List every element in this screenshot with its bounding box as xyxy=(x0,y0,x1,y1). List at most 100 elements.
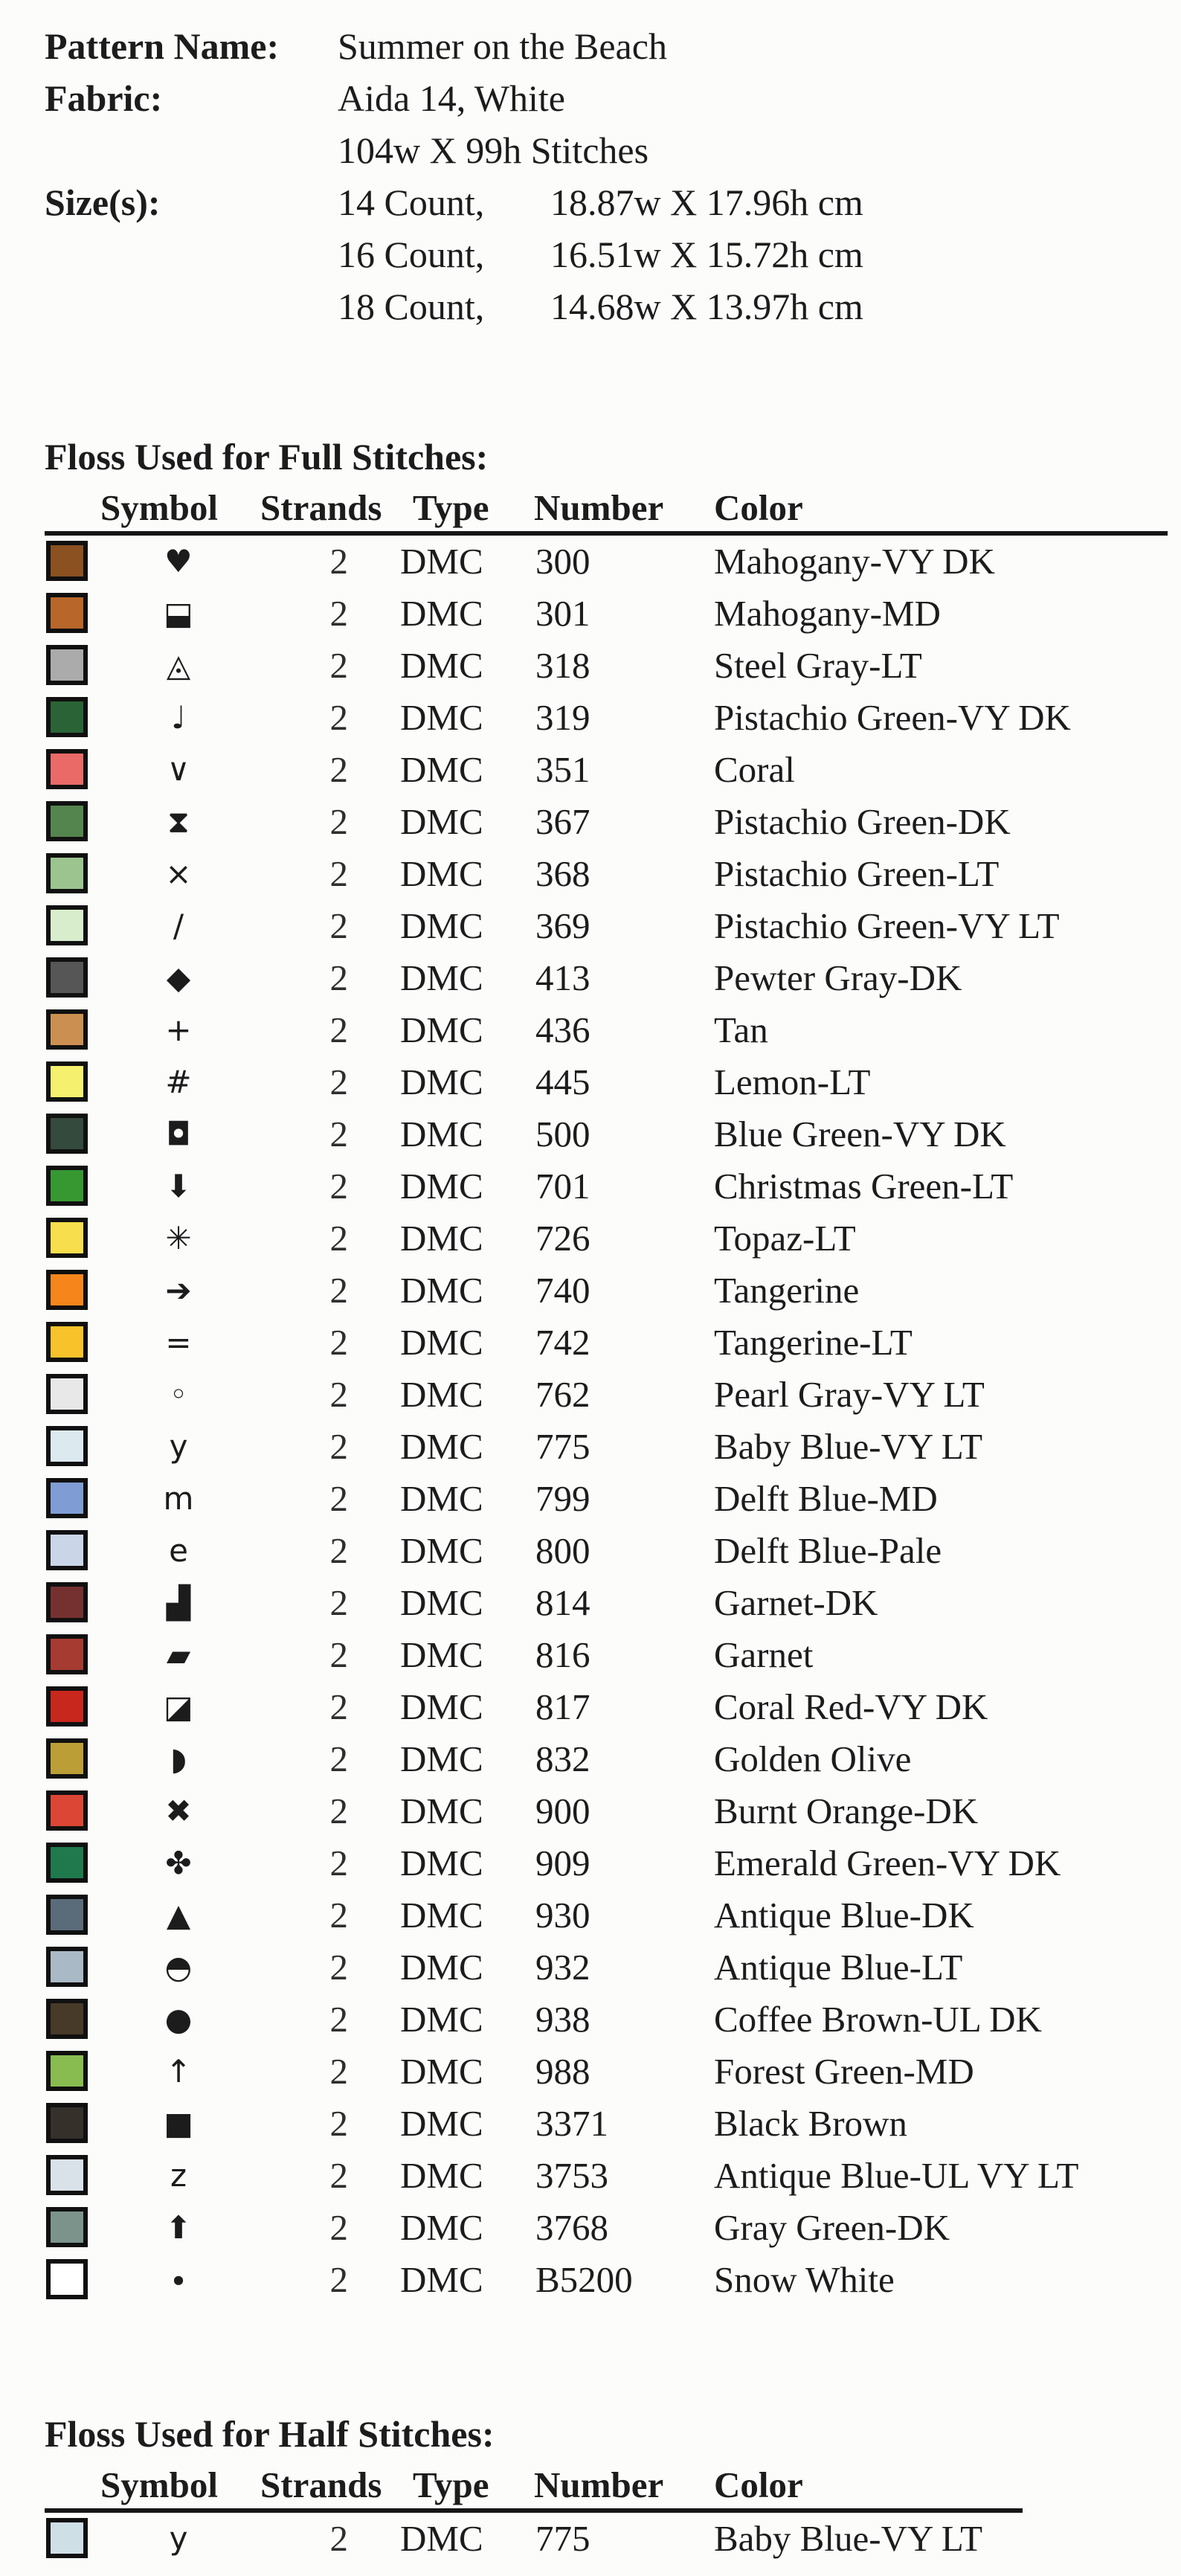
strands-value: 2 xyxy=(329,853,349,894)
size-count: 14 Count, xyxy=(338,182,485,223)
stitch-symbol: ■ xyxy=(164,2105,193,2142)
floss-table-row: ● 2 DMC 938 Coffee Brown-UL DK xyxy=(45,1994,1168,2046)
floss-number: 3371 xyxy=(535,2103,608,2144)
column-header-number: Number xyxy=(534,487,664,528)
floss-color-swatch xyxy=(46,1322,88,1362)
stitch-symbol: ◬ xyxy=(166,647,191,684)
strands-value: 2 xyxy=(329,1634,349,1675)
floss-color-swatch xyxy=(46,2103,88,2143)
column-header-number: Number xyxy=(534,2464,664,2505)
floss-color-name: Coffee Brown-UL DK xyxy=(714,1999,1042,2040)
column-header-symbol: Symbol xyxy=(100,2464,218,2505)
floss-table-row: e 2 DMC 800 Delft Blue-Pale xyxy=(45,1525,1168,1577)
floss-table-row: z 2 DMC 3753 Antique Blue-UL VY LT xyxy=(45,2150,1168,2202)
strands-value: 2 xyxy=(329,1322,349,1363)
strands-value: 2 xyxy=(329,2155,349,2196)
floss-type: DMC xyxy=(400,801,483,842)
floss-color-swatch xyxy=(46,853,88,893)
floss-type: DMC xyxy=(400,905,483,946)
floss-color-swatch xyxy=(46,1790,88,1831)
full-stitches-title: Floss Used for Full Stitches: xyxy=(45,436,489,478)
floss-color-name: Pistachio Green-VY DK xyxy=(714,697,1071,738)
strands-value: 2 xyxy=(329,1270,349,1311)
floss-type: DMC xyxy=(400,957,483,998)
floss-number: 742 xyxy=(535,1322,590,1363)
stitch-symbol: e xyxy=(169,1532,188,1569)
floss-table-row: ∙ 2 DMC B5200 Snow White xyxy=(45,2254,1168,2306)
floss-color-swatch xyxy=(46,749,88,789)
floss-number: 816 xyxy=(535,1634,590,1675)
floss-color-name: Pistachio Green-LT xyxy=(714,853,1000,894)
floss-color-swatch xyxy=(46,1634,88,1674)
floss-table-row: y 2 DMC 775 Baby Blue-VY LT xyxy=(45,1421,1168,1473)
stitch-symbol: ♩ xyxy=(171,699,186,736)
floss-color-swatch xyxy=(46,1478,88,1518)
strands-value: 2 xyxy=(329,1009,349,1050)
floss-number: 930 xyxy=(535,1895,590,1936)
floss-table-row: ◦ 2 DMC 762 Pearl Gray-VY LT xyxy=(45,1369,1168,1421)
floss-color-name: Snow White xyxy=(714,2259,895,2300)
floss-number: 938 xyxy=(535,1999,590,2040)
floss-color-swatch xyxy=(46,1843,88,1883)
floss-type: DMC xyxy=(400,1374,483,1415)
floss-table-row: ▟ 2 DMC 814 Garnet-DK xyxy=(45,1577,1168,1629)
half-stitches-title: Floss Used for Half Stitches: xyxy=(45,2413,495,2455)
floss-type: DMC xyxy=(400,2103,483,2144)
column-header-type: Type xyxy=(413,2464,489,2505)
strands-value: 2 xyxy=(329,905,349,946)
full-stitches-header: Symbol Strands Type Number Color xyxy=(45,488,1168,531)
strands-value: 2 xyxy=(329,593,349,634)
floss-color-name: Pistachio Green-VY LT xyxy=(714,905,1060,946)
floss-color-name: Coral Red-VY DK xyxy=(714,1686,988,1727)
strands-value: 2 xyxy=(329,2259,349,2300)
floss-color-name: Coral xyxy=(714,749,795,790)
floss-number: 799 xyxy=(535,1478,590,1519)
floss-table-row: ■ 2 DMC 3371 Black Brown xyxy=(45,2098,1168,2150)
floss-number: 500 xyxy=(535,1114,590,1154)
floss-color-name: Forest Green-MD xyxy=(714,2051,974,2092)
floss-type: DMC xyxy=(400,1061,483,1102)
floss-table-row: ♩ 2 DMC 319 Pistachio Green-VY DK xyxy=(45,692,1168,744)
stitch-symbol: × xyxy=(165,855,192,892)
stitch-symbol: ∨ xyxy=(167,751,190,788)
floss-type: DMC xyxy=(400,1530,483,1571)
floss-type: DMC xyxy=(400,1895,483,1936)
floss-type: DMC xyxy=(400,1999,483,2040)
floss-number: 817 xyxy=(535,1686,590,1727)
floss-number: 775 xyxy=(535,2518,590,2559)
floss-type: DMC xyxy=(400,749,483,790)
floss-color-name: Christmas Green-LT xyxy=(714,1166,1014,1207)
floss-number: 319 xyxy=(535,697,590,738)
floss-color-swatch xyxy=(46,2155,88,2195)
floss-number: 351 xyxy=(535,749,590,790)
stitch-count-value: 104w X 99h Stitches xyxy=(338,129,649,171)
stitch-symbol: ◦ xyxy=(169,1376,188,1413)
floss-table-row: ↑ 2 DMC 988 Forest Green-MD xyxy=(45,2046,1168,2098)
floss-table-row: ◓ 2 DMC 932 Antique Blue-LT xyxy=(45,1941,1168,1994)
floss-table-row: ◆ 2 DMC 413 Pewter Gray-DK xyxy=(45,952,1168,1004)
size-dims: 16.51w X 15.72h cm xyxy=(550,234,863,275)
floss-color-swatch xyxy=(46,1895,88,1935)
floss-color-name: Gray Green-DK xyxy=(714,2207,950,2248)
size-count: 18 Count, xyxy=(338,286,485,327)
floss-color-name: Garnet-DK xyxy=(714,1582,878,1623)
floss-number: B5200 xyxy=(535,2259,633,2300)
floss-color-name: Pearl Gray-VY LT xyxy=(714,1374,985,1415)
floss-table-row: + 2 DMC 436 Tan xyxy=(45,1004,1168,1056)
stitch-symbol: ⬆ xyxy=(165,2209,192,2246)
floss-type: DMC xyxy=(400,1114,483,1154)
floss-type: DMC xyxy=(400,593,483,634)
floss-color-name: Delft Blue-Pale xyxy=(714,1530,942,1571)
floss-number: 726 xyxy=(535,1218,590,1259)
floss-number: 988 xyxy=(535,2051,590,2092)
sizes-label: Size(s): xyxy=(45,182,161,223)
floss-type: DMC xyxy=(400,1582,483,1623)
strands-value: 2 xyxy=(329,1114,349,1154)
floss-number: 301 xyxy=(535,593,590,634)
floss-table-row: ✤ 2 DMC 909 Emerald Green-VY DK xyxy=(45,1837,1168,1889)
stitch-symbol: m xyxy=(163,1480,194,1517)
floss-color-name: Baby Blue-VY LT xyxy=(714,2518,983,2559)
strands-value: 2 xyxy=(329,697,349,738)
floss-table-row: m 2 DMC 799 Delft Blue-MD xyxy=(45,1473,1168,1525)
strands-value: 2 xyxy=(329,2103,349,2144)
